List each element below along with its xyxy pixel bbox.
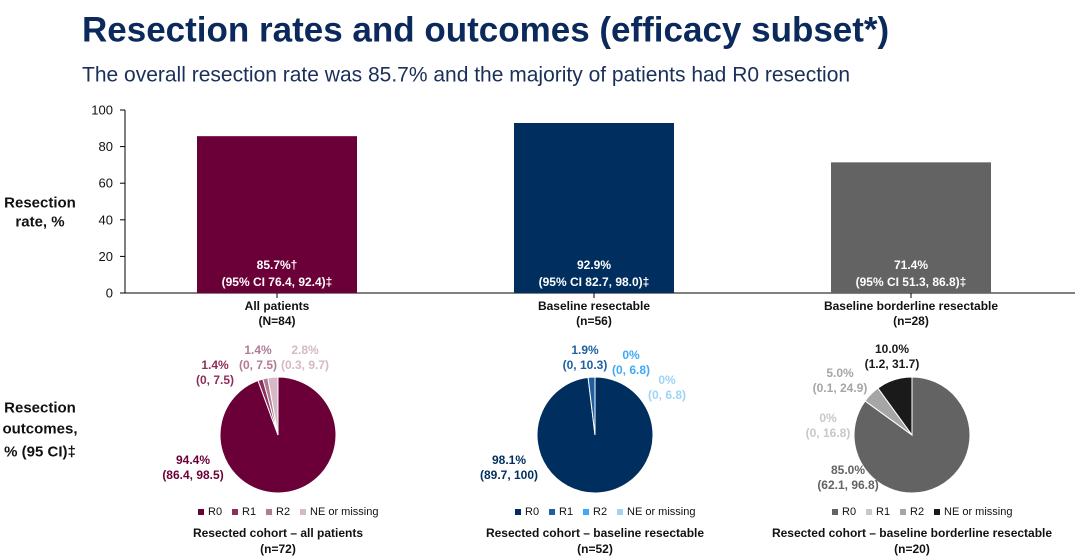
pie-value-label: 0% [819, 411, 837, 425]
pie-ci-label: (0, 6.8) [648, 388, 686, 402]
bar-ci-label: (95% CI 82.7, 98.0)‡ [539, 275, 650, 289]
pie-slice [877, 376, 913, 437]
legend-swatch [617, 509, 623, 515]
pie-ci-label: (0, 10.3) [563, 358, 608, 372]
bar-ci-label: (95% CI 51.3, 86.8)‡ [856, 275, 967, 289]
legend-label: R2 [593, 506, 607, 518]
bar-value-label: 92.9% [577, 258, 611, 272]
legend-swatch [832, 509, 838, 515]
legend-swatch [198, 509, 204, 515]
slide-subtitle: The overall resection rate was 85.7% and… [82, 64, 850, 87]
pie-title: Resected cohort – baseline borderline re… [772, 526, 1052, 540]
x-tick-note: (n=28) [893, 314, 929, 328]
y-axis-label: Resection [4, 195, 76, 212]
pie-ci-label: (0, 16.8) [806, 426, 851, 440]
bar [197, 136, 357, 293]
legend-swatch [934, 509, 940, 515]
legend-label: R0 [842, 506, 856, 518]
row-label: outcomes, [2, 421, 77, 438]
y-tick-label: 100 [91, 103, 113, 118]
x-tick-label: All patients [245, 299, 310, 313]
pie-ci-label: (89.7, 100) [480, 468, 538, 482]
pie-value-label: 2.8% [291, 343, 319, 357]
row-label: Resection [4, 400, 76, 417]
slide-title: Resection rates and outcomes (efficacy s… [82, 11, 889, 50]
y-tick-label: 60 [99, 176, 113, 191]
legend-swatch [266, 509, 272, 515]
legend-swatch [232, 509, 238, 515]
pie-ci-label: (0, 7.5) [239, 358, 277, 372]
legend-label: NE or missing [627, 506, 695, 518]
legend-label: NE or missing [310, 506, 378, 518]
legend-swatch [549, 509, 555, 515]
x-tick-label: Baseline resectable [538, 299, 650, 313]
bar-value-label: 85.7%† [257, 258, 298, 272]
legend-swatch [900, 509, 906, 515]
pie-ci-label: (1.2, 31.7) [865, 357, 920, 371]
pie-ci-label: (62.1, 96.8) [817, 478, 878, 492]
pie-value-label: 94.4% [176, 453, 210, 467]
pie-value-label: 0% [658, 373, 676, 387]
legend-label: R2 [276, 506, 290, 518]
y-axis-label: rate, % [15, 214, 64, 231]
legend-label: R0 [208, 506, 222, 518]
legend-label: R1 [559, 506, 573, 518]
y-tick-label: 0 [106, 286, 113, 301]
legend-swatch [300, 509, 306, 515]
pie-value-label: 0% [622, 348, 640, 362]
legend-label: R1 [876, 506, 890, 518]
legend-swatch [866, 509, 872, 515]
bar [831, 162, 991, 293]
pie-slice [267, 376, 279, 436]
pie-note: (n=72) [260, 542, 296, 556]
bar [514, 122, 674, 293]
pie-title: Resected cohort – baseline resectable [486, 526, 704, 540]
bar-ci-label: (95% CI 76.4, 92.4)‡ [222, 275, 333, 289]
legend-label: R0 [525, 506, 539, 518]
y-tick-label: 20 [99, 249, 113, 264]
pie-value-label: 98.1% [492, 453, 526, 467]
pie-title: Resected cohort – all patients [193, 526, 363, 540]
pie-value-label: 85.0% [831, 463, 865, 477]
y-tick-label: 40 [99, 212, 113, 227]
pie-value-label: 1.9% [571, 343, 599, 357]
legend-label: R1 [242, 506, 256, 518]
pie-ci-label: (0, 6.8) [612, 363, 650, 377]
row-label: % (95 CI)‡ [4, 444, 76, 461]
x-tick-note: (n=56) [576, 314, 612, 328]
y-tick-label: 80 [99, 139, 113, 154]
pie-ci-label: (0.3, 9.7) [281, 358, 329, 372]
x-tick-label: Baseline borderline resectable [824, 299, 998, 313]
pie-value-label: 1.4% [244, 343, 272, 357]
pie-value-label: 5.0% [826, 366, 854, 380]
pie-note: (n=20) [894, 542, 930, 556]
pie-ci-label: (0.1, 24.9) [813, 381, 868, 395]
legend-label: R2 [910, 506, 924, 518]
legend-swatch [583, 509, 589, 515]
x-tick-note: (N=84) [258, 314, 295, 328]
legend-label: NE or missing [944, 506, 1012, 518]
pie-ci-label: (86.4, 98.5) [162, 468, 223, 482]
pie-note: (n=52) [577, 542, 613, 556]
pie-ci-label: (0, 7.5) [196, 373, 234, 387]
pie-value-label: 1.4% [201, 358, 229, 372]
pie-value-label: 10.0% [875, 342, 909, 356]
bar-value-label: 71.4% [894, 258, 928, 272]
legend-swatch [515, 509, 521, 515]
